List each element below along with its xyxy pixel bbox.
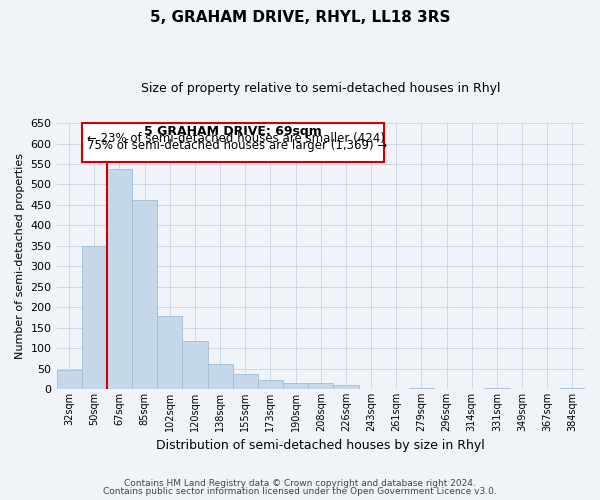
Text: Contains public sector information licensed under the Open Government Licence v3: Contains public sector information licen… — [103, 487, 497, 496]
Bar — [208, 364, 233, 389]
Bar — [157, 316, 182, 389]
FancyBboxPatch shape — [82, 123, 383, 162]
Bar — [308, 383, 334, 389]
Y-axis label: Number of semi-detached properties: Number of semi-detached properties — [15, 153, 25, 359]
Bar — [334, 385, 359, 389]
Text: 5, GRAHAM DRIVE, RHYL, LL18 3RS: 5, GRAHAM DRIVE, RHYL, LL18 3RS — [150, 10, 450, 25]
Bar — [283, 383, 308, 389]
Bar — [233, 374, 258, 389]
Text: Contains HM Land Registry data © Crown copyright and database right 2024.: Contains HM Land Registry data © Crown c… — [124, 478, 476, 488]
Bar — [484, 388, 509, 389]
Text: 75% of semi-detached houses are larger (1,369) →: 75% of semi-detached houses are larger (… — [87, 138, 387, 151]
Text: ← 23% of semi-detached houses are smaller (424): ← 23% of semi-detached houses are smalle… — [87, 132, 385, 145]
Bar — [258, 380, 283, 389]
Bar — [409, 388, 434, 389]
Bar — [560, 388, 585, 389]
Title: Size of property relative to semi-detached houses in Rhyl: Size of property relative to semi-detach… — [141, 82, 500, 96]
X-axis label: Distribution of semi-detached houses by size in Rhyl: Distribution of semi-detached houses by … — [157, 440, 485, 452]
Bar — [82, 246, 107, 389]
Text: 5 GRAHAM DRIVE: 69sqm: 5 GRAHAM DRIVE: 69sqm — [144, 125, 322, 138]
Bar — [56, 370, 82, 389]
Bar — [182, 340, 208, 389]
Bar — [132, 200, 157, 389]
Bar — [107, 169, 132, 389]
